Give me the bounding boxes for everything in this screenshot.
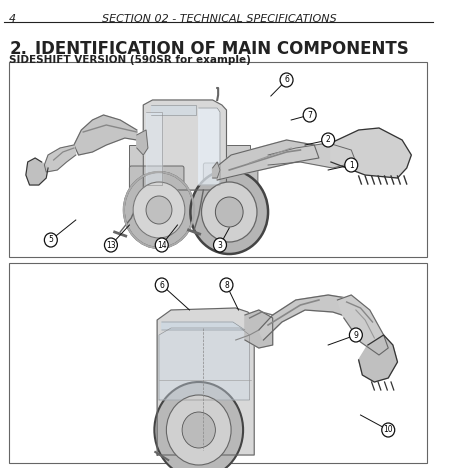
Circle shape: [155, 278, 168, 292]
FancyBboxPatch shape: [129, 145, 250, 190]
Polygon shape: [146, 112, 162, 185]
Text: 5: 5: [48, 235, 53, 244]
Circle shape: [133, 182, 185, 238]
Circle shape: [213, 238, 227, 252]
Polygon shape: [157, 308, 254, 455]
Circle shape: [382, 423, 395, 437]
Circle shape: [215, 197, 243, 227]
Circle shape: [124, 172, 194, 248]
Polygon shape: [143, 100, 227, 190]
Circle shape: [191, 170, 268, 254]
Circle shape: [220, 278, 233, 292]
Polygon shape: [213, 162, 220, 178]
Polygon shape: [268, 143, 356, 168]
Circle shape: [45, 233, 57, 247]
Text: 7: 7: [307, 110, 312, 119]
Circle shape: [345, 158, 358, 172]
Circle shape: [104, 238, 118, 252]
Text: 14: 14: [157, 241, 166, 249]
Text: 8: 8: [224, 280, 229, 290]
Text: SIDESHIFT VERSION (590SR for example): SIDESHIFT VERSION (590SR for example): [9, 55, 251, 65]
Polygon shape: [159, 328, 250, 400]
Text: 2: 2: [326, 136, 330, 145]
Circle shape: [322, 133, 335, 147]
Polygon shape: [45, 145, 76, 172]
Circle shape: [280, 73, 293, 87]
Polygon shape: [199, 108, 220, 185]
Polygon shape: [137, 130, 148, 155]
Text: 6: 6: [159, 280, 164, 290]
Bar: [9, 62, 427, 257]
Circle shape: [349, 328, 362, 342]
Text: 3: 3: [218, 241, 222, 249]
Polygon shape: [259, 295, 356, 340]
Text: 4: 4: [9, 14, 17, 24]
Circle shape: [182, 412, 215, 448]
Polygon shape: [359, 335, 398, 382]
FancyBboxPatch shape: [203, 163, 258, 192]
Circle shape: [146, 196, 172, 224]
Polygon shape: [74, 115, 137, 155]
Text: IDENTIFICATION OF MAIN COMPONENTS: IDENTIFICATION OF MAIN COMPONENTS: [35, 40, 409, 58]
Circle shape: [155, 238, 168, 252]
Circle shape: [155, 382, 243, 468]
Polygon shape: [337, 295, 388, 355]
Circle shape: [166, 395, 231, 465]
Text: 13: 13: [106, 241, 116, 249]
Polygon shape: [245, 310, 273, 348]
Text: 6: 6: [284, 75, 289, 85]
Text: 1: 1: [349, 161, 354, 169]
Polygon shape: [26, 158, 48, 185]
Circle shape: [303, 108, 316, 122]
Polygon shape: [151, 105, 196, 115]
Polygon shape: [162, 322, 245, 330]
Text: 9: 9: [354, 330, 358, 339]
Bar: [9, 263, 427, 463]
Polygon shape: [213, 140, 319, 180]
Circle shape: [201, 182, 257, 242]
Text: 2.: 2.: [9, 40, 27, 58]
Text: 10: 10: [383, 425, 393, 434]
Polygon shape: [331, 128, 411, 178]
Text: SECTION 02 - TECHNICAL SPECIFICATIONS: SECTION 02 - TECHNICAL SPECIFICATIONS: [102, 14, 337, 24]
FancyBboxPatch shape: [129, 166, 184, 192]
